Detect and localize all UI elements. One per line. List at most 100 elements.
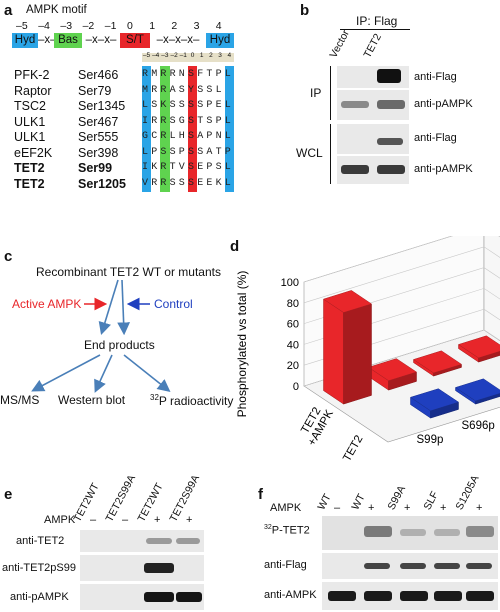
- motif-position: –5: [16, 20, 28, 32]
- bar-top-face: [454, 378, 500, 402]
- flow-arrow-radioactivity: [123, 354, 171, 392]
- band-e-tet2-3: [146, 538, 172, 544]
- lane-label-e-4: TET2S99A: [167, 473, 203, 524]
- band-b-wcl-pampk-tet2: [377, 165, 405, 174]
- e-ampk-label: AMPK: [44, 514, 76, 526]
- band-f-32p-2: [364, 526, 392, 537]
- blot-f-ampk: [322, 582, 498, 610]
- alignment-column-highlight: [142, 66, 152, 192]
- panel-b-label: b: [300, 2, 310, 19]
- motif-mini-position-row: –5 –4 –3 –2 –1 0 1 2 3 4: [142, 52, 234, 62]
- alignment-sequence: LPSSPSSATP: [142, 146, 235, 158]
- motif-position: –1: [104, 20, 117, 32]
- lane-label-tet2: TET2: [361, 31, 385, 60]
- lane-label-f-2: WT: [349, 491, 368, 512]
- ip-title: IP: Flag: [356, 14, 398, 28]
- blot-b-ip-flag: [337, 66, 409, 88]
- band-f-flag-2: [364, 563, 390, 569]
- alignment-site: Ser398: [78, 145, 119, 160]
- motif-position: 1: [149, 20, 156, 32]
- bar-top-face: [457, 335, 500, 359]
- flow-active-ampk: Active AMPK: [12, 297, 82, 311]
- f-ampk-label: AMPK: [270, 502, 302, 514]
- motif-mini-position: –3: [161, 52, 169, 59]
- alignment-protein: Raptor: [14, 83, 52, 98]
- alignment-sequence: GCRLHSAPNL: [142, 131, 235, 142]
- band-f-32p-4: [434, 529, 460, 536]
- alignment-sequence: RMRRNSFTPL: [142, 69, 235, 80]
- alignment-protein: ULK1: [14, 114, 46, 129]
- bar-top-face: [322, 290, 373, 313]
- blot-e-tet2ps99: [80, 555, 204, 581]
- alignment-protein: TET2: [14, 176, 45, 191]
- motif-mini-position: –2: [170, 52, 178, 59]
- motif-mini-position: –5: [142, 52, 151, 59]
- ip-title-underline: [340, 29, 410, 30]
- f-ampk-1: –: [334, 502, 341, 514]
- motif-residue-box: Hyd: [206, 33, 234, 48]
- alignment-sequence: IKRTVSEPSL: [142, 162, 235, 173]
- band-b-ip-pampk-tet2: [377, 100, 405, 109]
- alignment-site: Ser1345: [78, 99, 126, 113]
- motif-mini-position: –1: [179, 52, 187, 59]
- group-tick-label-part: TET2: [341, 434, 365, 464]
- lane-label-f-1: WT: [315, 491, 334, 512]
- band-f-32p-3: [400, 529, 426, 536]
- alignment-column-highlight: [188, 66, 198, 192]
- panel-d-label: d: [230, 238, 240, 255]
- chart-gridline: [303, 236, 500, 283]
- blot-f-flag: [322, 553, 498, 579]
- lane-label-e-2: TET2S99A: [103, 473, 139, 524]
- blot-f-32p: [322, 516, 498, 550]
- row-label-e-pampk: anti-pAMPK: [10, 591, 69, 603]
- flow-control: Control: [154, 297, 193, 311]
- e-ampk-3: +: [154, 514, 161, 526]
- y-tick-label: 40: [287, 339, 299, 351]
- bracket-wcl: [330, 124, 331, 184]
- blot-b-wcl-flag: [337, 124, 409, 154]
- alignment-sequence: IRRSGSTSPL: [142, 115, 235, 127]
- motif-position: 3: [193, 20, 200, 32]
- alignment-site: Ser555: [78, 130, 119, 144]
- flow-out-western: Western blot: [58, 393, 126, 407]
- alignment-protein: TET2: [14, 161, 45, 175]
- motif-title: AMPK motif: [26, 4, 87, 16]
- f-ampk-2: +: [368, 502, 375, 514]
- chart-side-wall: [483, 236, 500, 342]
- band-f-flag-4: [434, 563, 460, 569]
- blot-e-pampk: [80, 584, 204, 610]
- alignment-column-highlight: [224, 66, 234, 192]
- motif-position: –3: [60, 20, 73, 32]
- motif-mini-position: 0: [190, 52, 195, 59]
- e-ampk-1: –: [90, 514, 97, 526]
- y-tick-label: 0: [293, 381, 299, 393]
- bar-front-face: [323, 298, 344, 405]
- alignment-protein: TSC2: [14, 99, 46, 113]
- alignment-site: Ser99: [78, 161, 113, 175]
- band-f-32p-5: [466, 526, 494, 537]
- row-label-b-wcl-flag: anti-Flag: [414, 132, 457, 144]
- alignment-sequence: LSKSSSSPEL: [142, 100, 235, 111]
- band-f-ampk-4: [434, 591, 462, 601]
- blot-e-tet2: [80, 530, 204, 552]
- motif-spacer: –x–x–: [85, 34, 117, 46]
- alignment-column-highlight: [160, 66, 170, 192]
- flow-out-msms: MS/MS: [0, 393, 40, 407]
- row-label-b-ip-flag: anti-Flag: [414, 71, 457, 83]
- flow-arrow-left-down: [98, 279, 119, 336]
- motif-mini-position: –4: [152, 52, 160, 59]
- group-label-wcl: WCL: [296, 146, 323, 160]
- alignment-protein: ULK1: [14, 130, 46, 144]
- band-f-ampk-2: [364, 591, 392, 601]
- motif-mini-position: 4: [227, 52, 232, 59]
- chart-gridline: [303, 246, 500, 304]
- e-ampk-4: +: [186, 514, 193, 526]
- alignment-sequence: MRRASYSSL: [142, 84, 225, 96]
- row-label-e-tet2: anti-TET2: [16, 535, 65, 547]
- f-ampk-5: +: [476, 502, 483, 514]
- flow-top-text: Recombinant TET2 WT or mutants: [36, 265, 221, 279]
- y-tick-label: 20: [287, 360, 299, 372]
- row-label-b-ip-pampk: anti-pAMPK: [414, 98, 473, 110]
- panel-f-label: f: [258, 486, 263, 503]
- flow-end-products: End products: [84, 338, 155, 352]
